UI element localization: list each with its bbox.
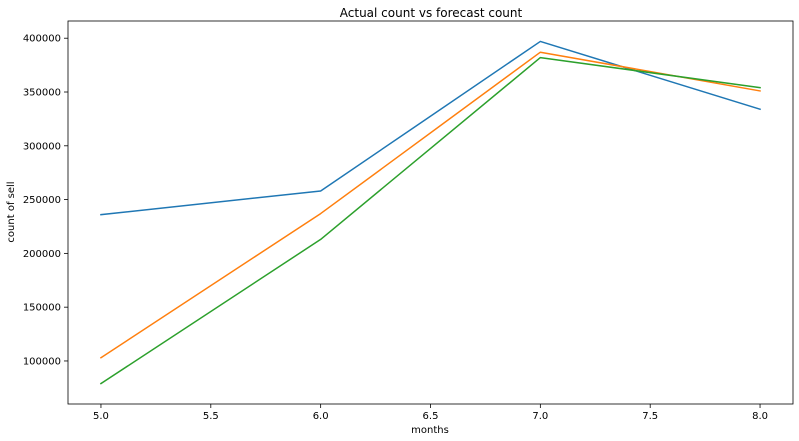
series-line-3 <box>99 56 761 385</box>
chart-title: Actual count vs forecast count <box>340 6 523 20</box>
y-tick-label: 200000 <box>23 249 61 260</box>
x-axis: 5.0 5.5 6.0 6.5 7.0 7.5 8.0 <box>93 404 768 422</box>
y-tick-label: 350000 <box>23 88 61 99</box>
x-tick-label: 7.0 <box>532 411 548 422</box>
y-tick-label: 300000 <box>23 141 61 152</box>
y-tick-label: 250000 <box>23 195 61 206</box>
y-tick-label: 100000 <box>23 356 61 367</box>
series-line-2 <box>99 51 761 359</box>
x-tick-label: 5.5 <box>203 411 219 422</box>
x-tick-label: 5.0 <box>93 411 109 422</box>
x-tick-label: 8.0 <box>752 411 768 422</box>
y-tick-label: 400000 <box>23 34 61 45</box>
x-axis-label: months <box>411 425 449 436</box>
x-tick-label: 6.0 <box>313 411 329 422</box>
plot-frame <box>67 20 794 405</box>
series-layer <box>99 40 761 385</box>
x-tick-label: 7.5 <box>642 411 658 422</box>
y-axis: 100000 150000 200000 250000 300000 350000 4000… <box>23 34 68 367</box>
y-tick-label: 150000 <box>23 303 61 314</box>
y-axis-label: count of sell <box>6 181 17 242</box>
series-line-1 <box>100 40 761 216</box>
x-tick-label: 6.5 <box>423 411 439 422</box>
